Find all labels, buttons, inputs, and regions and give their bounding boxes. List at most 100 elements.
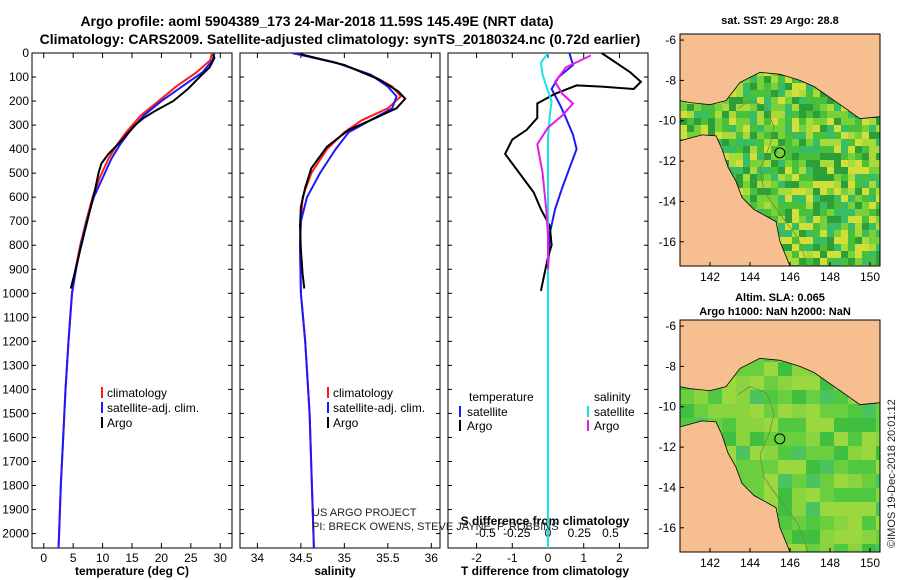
ocean-cell [750, 390, 764, 404]
ocean-cell [841, 202, 848, 209]
ocean-cell [862, 125, 869, 132]
ocean-cell [862, 244, 869, 251]
ocean-cell [792, 418, 806, 432]
ocean-cell [778, 76, 785, 83]
ocean-cell [743, 146, 750, 153]
ocean-cell [736, 418, 750, 432]
ocean-cell [806, 118, 813, 125]
ocean-cell [806, 202, 813, 209]
ocean-cell [841, 258, 848, 265]
ocean-cell [764, 376, 778, 390]
ocean-cell [736, 167, 743, 174]
ocean-cell [792, 125, 799, 132]
ocean-cell [757, 83, 764, 90]
ocean-cell [834, 251, 841, 258]
ocean-cell [806, 223, 813, 230]
ocean-cell [764, 90, 771, 97]
ocean-cell [834, 230, 841, 237]
ocean-cell [827, 237, 834, 244]
ocean-cell [799, 139, 806, 146]
credit-line2: PI: BRECK OWENS, STEVE JAYNE, P. ROBBINS [312, 521, 559, 533]
ocean-cell [764, 432, 778, 446]
ocean-cell [792, 530, 806, 544]
ocean-cell [834, 153, 841, 160]
ocean-cell [799, 118, 806, 125]
ocean-cell [750, 432, 764, 446]
map-y-tick-label: -12 [659, 154, 677, 168]
map-x-tick-label: 144 [740, 556, 760, 570]
ocean-cell [778, 181, 785, 188]
ocean-cell [764, 76, 771, 83]
ocean-cell [778, 139, 785, 146]
ocean-cell [876, 488, 880, 502]
ocean-cell [841, 174, 848, 181]
ocean-cell [743, 195, 750, 202]
ocean-cell [862, 209, 869, 216]
ocean-cell [785, 174, 792, 181]
ocean-cell [750, 90, 757, 97]
ocean-cell [757, 104, 764, 111]
ocean-cell [862, 202, 869, 209]
y-tick-label: 1600 [2, 430, 29, 444]
ocean-cell [764, 195, 771, 202]
ocean-cell [680, 125, 687, 132]
ocean-cell [806, 153, 813, 160]
ocean-cell [778, 118, 785, 125]
ocean-cell [876, 223, 880, 230]
ocean-cell [778, 362, 792, 376]
legend-title-salinity: salinity [594, 390, 631, 404]
y-tick-label: 1000 [2, 286, 29, 300]
ocean-cell [855, 188, 862, 195]
ocean-cell [764, 209, 771, 216]
ocean-cell [806, 160, 813, 167]
ocean-cell [862, 181, 869, 188]
ocean-cell [743, 188, 750, 195]
ocean-cell [869, 125, 876, 132]
land-cape-york [680, 134, 791, 266]
map-y-tick-label: -8 [665, 73, 676, 87]
difference-xlabel: T difference from climatology [461, 564, 629, 578]
ocean-cell [743, 160, 750, 167]
ocean-cell [764, 460, 778, 474]
ocean-cell [841, 125, 848, 132]
ocean-cell [750, 118, 757, 125]
ocean-cell [834, 139, 841, 146]
ocean-cell [694, 111, 701, 118]
ocean-cell [862, 446, 876, 460]
ocean-cell [764, 153, 771, 160]
ocean-cell [876, 446, 880, 460]
ocean-cell [834, 432, 848, 446]
ocean-cell [778, 104, 785, 111]
ocean-cell [806, 530, 820, 544]
ocean-cell [820, 418, 834, 432]
ocean-cell [778, 153, 785, 160]
ocean-cell [799, 97, 806, 104]
y-tick-label: 1800 [2, 479, 29, 493]
ocean-cell [778, 160, 785, 167]
y-tick-label: 100 [9, 70, 29, 84]
ocean-cell [792, 202, 799, 209]
ocean-cell [834, 104, 841, 111]
ocean-cell [729, 104, 736, 111]
ocean-cell [869, 139, 876, 146]
temperature-panel: temperature (deg C) 0 5 10 15 20 25 3001002003… [2, 46, 233, 578]
ocean-cell [820, 230, 827, 237]
ocean-cell [708, 125, 715, 132]
ocean-cell [736, 376, 750, 390]
ocean-cell [841, 188, 848, 195]
ocean-cell [771, 209, 778, 216]
ocean-cell [862, 237, 869, 244]
ocean-cell [876, 174, 880, 181]
ocean-cell [869, 118, 876, 125]
series-s-argo [536, 54, 592, 270]
ocean-cell [764, 125, 771, 132]
ocean-cell [792, 258, 799, 265]
ocean-cell [834, 160, 841, 167]
ocean-cell [834, 132, 841, 139]
ocean-cell [827, 188, 834, 195]
y-tick-label: 2000 [2, 527, 29, 541]
y-tick-label: 0 [22, 46, 29, 60]
ocean-cell [841, 139, 848, 146]
ocean-cell [848, 216, 855, 223]
ocean-cell [834, 195, 841, 202]
